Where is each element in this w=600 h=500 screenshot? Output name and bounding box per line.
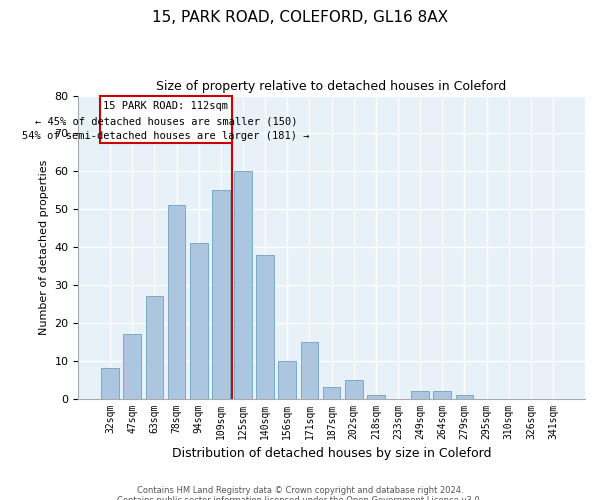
Bar [323, 387, 340, 398]
Bar [212, 190, 230, 398]
Text: 15 PARK ROAD: 112sqm: 15 PARK ROAD: 112sqm [103, 101, 229, 111]
Bar [256, 254, 274, 398]
Bar [146, 296, 163, 398]
Bar [455, 395, 473, 398]
Bar [190, 244, 208, 398]
Bar [412, 391, 429, 398]
Bar [234, 172, 252, 398]
Text: ← 45% of detached houses are smaller (150): ← 45% of detached houses are smaller (15… [35, 116, 297, 126]
Bar [433, 391, 451, 398]
Bar [345, 380, 362, 398]
Bar [124, 334, 141, 398]
X-axis label: Distribution of detached houses by size in Coleford: Distribution of detached houses by size … [172, 447, 491, 460]
Bar [100, 96, 232, 143]
Bar [301, 342, 318, 398]
Title: Size of property relative to detached houses in Coleford: Size of property relative to detached ho… [157, 80, 507, 93]
Bar [278, 360, 296, 399]
Text: 54% of semi-detached houses are larger (181) →: 54% of semi-detached houses are larger (… [22, 132, 310, 141]
Y-axis label: Number of detached properties: Number of detached properties [39, 160, 49, 334]
Text: Contains public sector information licensed under the Open Government Licence v3: Contains public sector information licen… [118, 496, 482, 500]
Bar [367, 395, 385, 398]
Bar [101, 368, 119, 398]
Text: Contains HM Land Registry data © Crown copyright and database right 2024.: Contains HM Land Registry data © Crown c… [137, 486, 463, 495]
Text: 15, PARK ROAD, COLEFORD, GL16 8AX: 15, PARK ROAD, COLEFORD, GL16 8AX [152, 10, 448, 25]
Bar [167, 206, 185, 398]
